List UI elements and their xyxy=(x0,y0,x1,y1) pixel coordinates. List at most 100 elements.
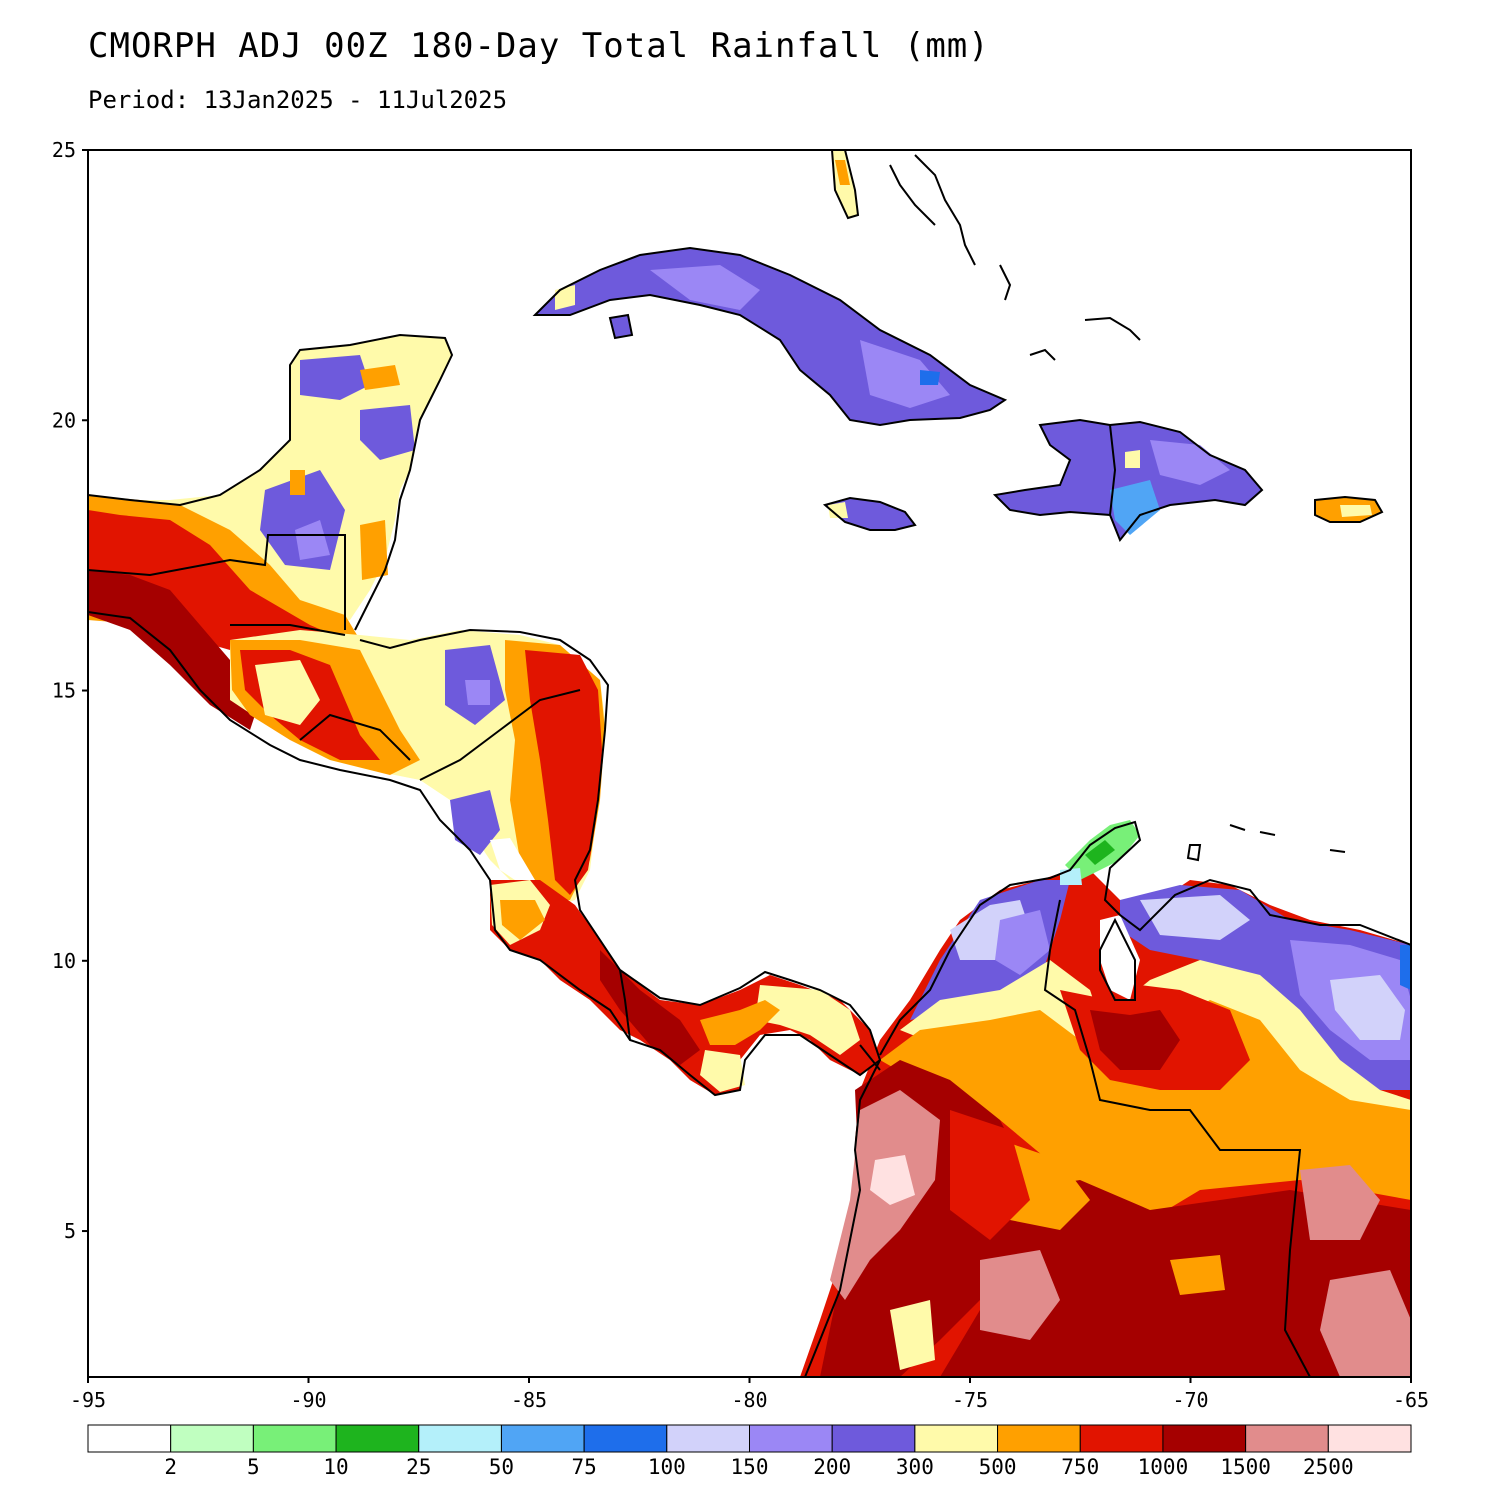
land-costa-rica-panama xyxy=(490,880,880,1095)
rain-sa-lavender-2 xyxy=(1140,895,1250,940)
colorbar-label: 2 xyxy=(164,1455,177,1479)
colorbar-swatch xyxy=(997,1424,1081,1453)
rain-cuba-blue xyxy=(920,370,940,385)
colorbar-label: 25 xyxy=(406,1455,431,1479)
colorbar-label: 1500 xyxy=(1220,1455,1271,1479)
colorbar-swatch xyxy=(170,1424,254,1453)
lon-tick-label: -85 xyxy=(511,1388,547,1412)
lat-tick-label: 15 xyxy=(52,679,76,703)
rain-sa-lilac xyxy=(995,910,1050,975)
rain-yucatan-orange-3 xyxy=(360,520,388,580)
colorbar-swatch xyxy=(666,1424,750,1453)
rain-hispaniola-blue xyxy=(1110,480,1160,535)
coast-sa-pacific xyxy=(804,1059,881,1377)
coast-yucatan xyxy=(88,333,454,631)
colorbar-label: 300 xyxy=(896,1455,934,1479)
coast-bahamas-1 xyxy=(914,154,976,266)
colorbar-swatch xyxy=(1162,1424,1247,1453)
map-subtitle: Period: 13Jan2025 - 11Jul2025 xyxy=(88,86,508,114)
lon-tick-label: -75 xyxy=(952,1388,988,1412)
rain-jamaica-yellow xyxy=(828,502,848,518)
rain-maracaibo-white xyxy=(1100,915,1140,1000)
coast-sa-islands xyxy=(1186,844,1202,862)
colorbar-label: 5 xyxy=(247,1455,260,1479)
rain-honduras-yellow xyxy=(255,660,320,725)
rainfall-field xyxy=(88,150,1411,1377)
coastlines xyxy=(88,150,1411,1377)
border-panama-colombia xyxy=(859,1044,881,1071)
rain-mosquitia-red xyxy=(525,650,602,895)
coast-bahamas-4 xyxy=(1084,316,1141,341)
lon-tick-label: -65 xyxy=(1393,1388,1429,1412)
border-mexico-guatemala xyxy=(88,534,346,630)
national-borders xyxy=(88,424,1311,1377)
coast-abc-islands xyxy=(1229,824,1346,853)
colorbar-swatch xyxy=(335,1424,420,1453)
rain-yucatan-lilac xyxy=(295,520,330,560)
colorbar-swatch xyxy=(87,1424,172,1453)
colorbar-label: 500 xyxy=(979,1455,1017,1479)
border-colombia-venezuela xyxy=(1043,899,1311,1377)
coast-hispaniola xyxy=(992,418,1264,542)
lon-tick-label: -70 xyxy=(1172,1388,1208,1412)
map-title: CMORPH ADJ 00Z 180-Day Total Rainfall (m… xyxy=(88,26,990,66)
colorbar-label: 50 xyxy=(489,1455,514,1479)
colorbar-label: 2500 xyxy=(1303,1455,1354,1479)
rain-yucatan-orange-1 xyxy=(360,365,400,390)
border-haiti-dr xyxy=(1109,424,1117,516)
rain-panama-orange xyxy=(700,1000,780,1045)
rain-guajira-cyan xyxy=(1060,868,1082,885)
coast-bahamas-5 xyxy=(1029,348,1056,361)
coast-maracaibo xyxy=(1099,917,1136,1001)
rain-yucatan-orange-2 xyxy=(290,470,305,495)
colorbar-label: 150 xyxy=(731,1455,769,1479)
rain-azuero-yellow xyxy=(700,1050,745,1092)
colorbar-label: 10 xyxy=(323,1455,348,1479)
rain-sa-palepink-west xyxy=(870,1155,915,1205)
rain-east-blue xyxy=(1400,945,1411,990)
rain-guatemala-darkred xyxy=(88,570,260,730)
rain-florida-orange xyxy=(835,160,850,185)
rain-hispaniola-lilac xyxy=(1150,440,1230,485)
coast-puerto-rico xyxy=(1314,495,1384,523)
border-costarica-panama xyxy=(619,969,631,1041)
rain-sa-pink-south-2 xyxy=(1300,1165,1380,1240)
coast-florida-keys xyxy=(830,150,860,220)
rain-guajira-darkgreen xyxy=(1085,840,1115,865)
lat-tick-label: 5 xyxy=(64,1219,76,1243)
longitude-axis: -95 -90 -85 -80 -75 -70 -65 xyxy=(70,1377,1429,1412)
rain-honduras-lilac xyxy=(465,680,490,705)
rain-yucatan-purple-2 xyxy=(360,405,415,460)
colorbar-label: 1000 xyxy=(1138,1455,1189,1479)
border-guatemala-east xyxy=(230,624,346,636)
colorbar: 2 5 10 25 50 75 100 150 200 300 500 750 1000 1500 2500 xyxy=(87,1424,1412,1479)
lat-tick-label: 25 xyxy=(52,138,76,162)
rain-nicaragua-purple xyxy=(450,790,500,855)
rain-sa-orange-south xyxy=(1170,1255,1225,1295)
colorbar-label: 100 xyxy=(648,1455,686,1479)
rain-puerto-rico-yellow xyxy=(1340,505,1372,517)
coast-isla-juventud xyxy=(608,313,634,340)
colorbar-swatch xyxy=(252,1424,337,1453)
coast-central-america-pacific xyxy=(88,611,882,1097)
rain-panama-yellow xyxy=(755,985,860,1055)
rain-sa-darkred-center xyxy=(1090,1010,1180,1070)
lon-tick-label: -95 xyxy=(70,1388,106,1412)
rain-cuba-lilac-1 xyxy=(650,265,760,310)
colorbar-swatch xyxy=(831,1424,916,1453)
colorbar-label: 75 xyxy=(571,1455,596,1479)
colorbar-swatch xyxy=(749,1424,833,1453)
rain-sa-yellow-south xyxy=(890,1300,935,1370)
colorbar-swatch xyxy=(914,1424,999,1453)
border-honduras-elsalvador xyxy=(299,713,411,761)
coast-bahamas-3 xyxy=(999,264,1012,301)
coast-jamaica xyxy=(822,496,917,531)
coast-cuba xyxy=(532,246,1008,427)
colorbar-swatch xyxy=(1327,1424,1412,1453)
lon-tick-label: -90 xyxy=(290,1388,326,1412)
colorbar-swatch xyxy=(583,1424,668,1453)
colorbar-swatch xyxy=(1245,1424,1329,1453)
rain-yucatan-purple-1 xyxy=(300,355,370,400)
rain-sa-east-lavender xyxy=(1330,975,1405,1040)
